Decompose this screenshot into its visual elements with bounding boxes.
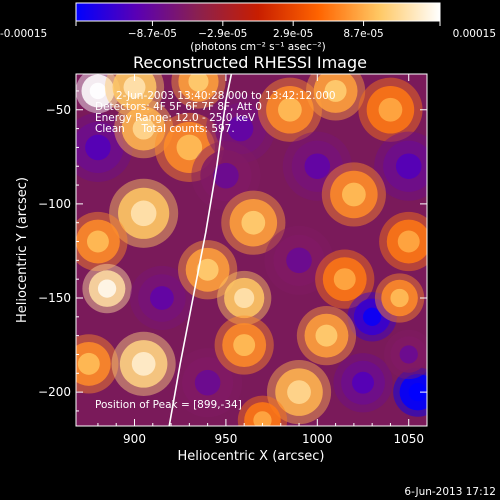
intensity-blob-peak — [287, 380, 311, 405]
x-tick-label: 900 — [123, 432, 146, 446]
chart-title: Reconstructed RHESSI Image — [133, 53, 367, 72]
intensity-blob-peak — [324, 79, 347, 102]
intensity-blob-peak — [131, 351, 156, 376]
colorbar-tick-label: 2.9e-05 — [273, 28, 313, 40]
y-tick-label: −100 — [38, 197, 71, 211]
intensity-blob-peak — [304, 153, 331, 180]
colorbar-tick-label: -0.00015 — [0, 28, 47, 40]
intensity-blob-peak — [390, 288, 409, 308]
colorbar-ticks: -0.00015 −8.7e-05 −2.9e-05 2.9e-05 8.7e-05 0.… — [0, 21, 496, 40]
intensity-blob-peak — [408, 382, 427, 402]
intensity-blob-peak — [97, 279, 117, 298]
colorbar-units-label: (photons cm⁻² s⁻¹ asec⁻²) — [190, 41, 325, 53]
intensity-blob-peak — [352, 371, 374, 394]
intensity-blob-peak — [315, 324, 338, 347]
intensity-blob-peak — [150, 286, 174, 310]
render-date: 6-Jun-2013 17:12 — [404, 486, 496, 498]
intensity-blob-peak — [194, 369, 221, 396]
intensity-blob-peak — [85, 134, 111, 161]
solar-limb-curve — [168, 74, 233, 426]
intensity-blob-peak — [378, 97, 403, 122]
colorbar-tick-label: 8.7e-05 — [343, 28, 383, 40]
y-tick-label: −150 — [38, 291, 71, 305]
intensity-blob-peak — [253, 411, 272, 426]
intensity-blob-peak — [395, 153, 422, 180]
y-axis: −50 −100 −150 −200 — [38, 90, 427, 412]
x-axis-label: Heliocentric X (arcsec) — [178, 449, 325, 464]
intensity-blob-peak — [286, 247, 312, 274]
x-tick-label: 1000 — [302, 432, 333, 446]
annotation-detectors: Detectors: 4F 5F 6F 7F 8F, Att 0 — [95, 101, 262, 113]
intensity-blob-peak — [188, 74, 209, 92]
intensity-blob-peak — [233, 334, 256, 357]
intensity-blob-peak — [86, 230, 109, 253]
intensity-blob-peak — [341, 182, 366, 207]
annotation-energy-range: Energy Range: 12.0 - 25.0 keV — [95, 112, 256, 124]
plot-frame — [75, 73, 428, 427]
intensity-blob-peak — [89, 82, 107, 100]
intensity-blob-peak — [278, 97, 302, 122]
intensity-blob-peak — [227, 115, 254, 142]
colorbar — [75, 2, 441, 22]
colorbar-tick-label: −2.9e-05 — [198, 28, 247, 40]
x-axis: 900 950 1000 1050 — [97, 74, 428, 446]
x-tick-label: 950 — [214, 432, 237, 446]
intensity-blob-peak — [196, 258, 219, 281]
x-tick-label: 1050 — [393, 432, 424, 446]
y-axis-label: Heliocentric Y (arcsec) — [15, 177, 30, 323]
intensity-blob-peak — [234, 287, 255, 309]
colorbar-tick-label: −8.7e-05 — [128, 28, 177, 40]
y-tick-label: −200 — [38, 385, 71, 399]
image-map — [76, 74, 427, 426]
intensity-blob-peak — [176, 134, 203, 161]
intensity-blob-peak — [130, 200, 157, 227]
intensity-blob-peak — [397, 230, 420, 253]
intensity-blob-peak — [241, 210, 266, 235]
y-tick-label: −50 — [46, 103, 71, 117]
colorbar-tick-label: 0.00015 — [453, 28, 496, 40]
annotation-peak-position: Position of Peak = [899,-34] — [95, 399, 242, 411]
intensity-blob-peak — [123, 76, 146, 99]
intensity-blob-peak — [399, 345, 418, 364]
intensity-blob-peak — [363, 307, 382, 326]
intensity-blob-peak — [132, 117, 155, 140]
annotation-clean-counts: Clean Total counts: 597. — [95, 123, 235, 135]
annotation-time-range: 2-Jun-2003 13:40:28.000 to 13:42:12.000 — [116, 90, 336, 102]
intensity-blob-peak — [333, 268, 356, 291]
intensity-blob-peak — [213, 162, 239, 189]
intensity-blob-peak — [77, 352, 100, 375]
